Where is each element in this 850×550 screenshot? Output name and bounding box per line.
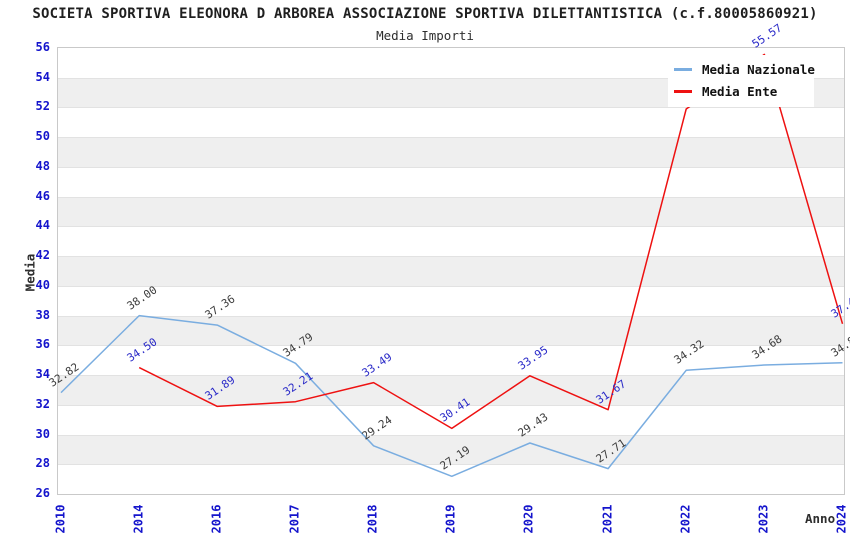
gridline: [58, 285, 844, 287]
legend-label-nazionale: Media Nazionale: [702, 61, 815, 77]
legend-swatch-nazionale: [674, 67, 692, 71]
series-line-media-ente: [138, 53, 844, 430]
y-tick-label: 44: [35, 218, 50, 233]
gridline: [58, 464, 844, 466]
series-lines: [60, 53, 844, 478]
y-tick-label: 28: [35, 456, 50, 471]
plot-band: [58, 166, 844, 197]
plot-band: [58, 345, 844, 376]
legend-label-ente: Media Ente: [702, 83, 778, 99]
gridline: [58, 107, 844, 109]
gridline: [58, 434, 844, 436]
series-line-media-nazionale: [60, 314, 843, 478]
legend-item-media-ente: Media Ente: [674, 80, 808, 102]
x-tick-label: 2010: [53, 504, 67, 534]
y-tick-label: 48: [35, 158, 50, 173]
gridline: [58, 256, 844, 258]
plot-band: [58, 226, 844, 257]
gridline: [58, 166, 844, 168]
x-tick-label: 2024: [834, 504, 849, 534]
plot-band: [58, 375, 844, 405]
plot-area: [57, 47, 845, 495]
y-tick-label: 30: [35, 426, 50, 441]
x-tick-label: 2021: [600, 504, 615, 534]
x-tick-label: 2018: [365, 504, 380, 534]
gridline: [58, 315, 844, 317]
x-tick-label: 2016: [209, 504, 224, 534]
y-tick-label: 52: [35, 99, 50, 114]
y-tick-label: 36: [35, 337, 50, 352]
gridline: [58, 196, 844, 198]
x-tick-label: 2022: [678, 504, 693, 534]
gridline: [58, 404, 844, 406]
x-axis-label: Anno: [805, 511, 836, 526]
y-tick-label: 26: [35, 486, 50, 500]
x-tick-label: 2014: [131, 504, 146, 534]
x-tick-wrap: 2024: [792, 505, 850, 534]
legend-swatch-ente: [674, 89, 692, 93]
plot-band: [58, 196, 844, 227]
y-tick-label: 40: [35, 277, 50, 292]
x-tick-label: 2019: [443, 504, 458, 534]
plot-band: [58, 137, 844, 167]
legend: Media Nazionale Media Ente: [668, 55, 815, 107]
y-tick-label: 46: [35, 188, 50, 203]
y-tick-label: 54: [35, 69, 50, 84]
plot-band: [58, 434, 844, 465]
plot-band: [58, 285, 844, 316]
plot-band: [58, 404, 844, 435]
plot-band: [58, 315, 844, 346]
y-tick-label: 34: [35, 367, 50, 382]
gridline: [58, 77, 844, 79]
plot-band: [58, 464, 844, 494]
gridline: [58, 226, 844, 228]
plot-band: [58, 107, 844, 138]
y-tick-label: 42: [35, 248, 50, 263]
gridline: [58, 137, 844, 139]
gridline: [58, 375, 844, 377]
gridline: [58, 345, 844, 347]
y-tick-label: 38: [35, 307, 50, 322]
x-tick-label: 2023: [756, 504, 771, 534]
chart-subtitle: Media Importi: [376, 28, 474, 43]
chart-title: SOCIETA SPORTIVA ELEONORA D ARBOREA ASSO…: [32, 6, 818, 22]
y-tick-label: 56: [35, 40, 50, 54]
legend-item-media-nazionale: Media Nazionale: [674, 58, 815, 80]
x-tick-label: 2017: [287, 504, 302, 534]
y-tick-label: 50: [35, 129, 50, 144]
y-tick-label: 32: [35, 396, 50, 411]
x-tick-label: 2020: [521, 504, 536, 534]
plot-band: [58, 256, 844, 286]
